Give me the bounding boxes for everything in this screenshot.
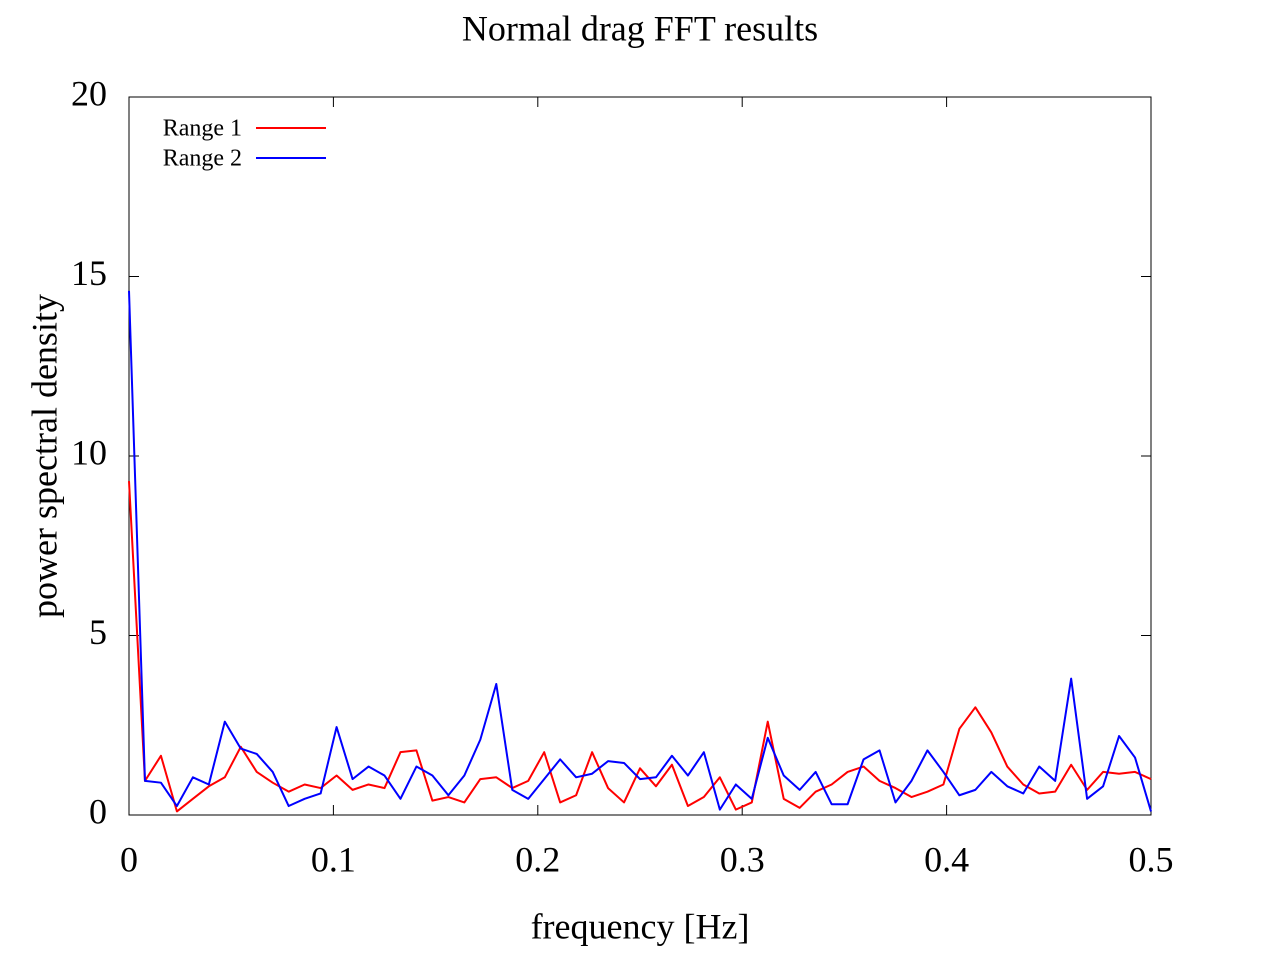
y-tick-label: 0 (89, 791, 107, 831)
y-tick-label: 15 (71, 253, 107, 293)
x-tick-label: 0.2 (515, 839, 560, 879)
x-tick-label: 0.1 (311, 839, 356, 879)
legend-label: Range 2 (163, 146, 242, 172)
legend-label: Range 1 (163, 116, 242, 142)
y-axis-title: power spectral density (24, 294, 64, 618)
y-tick-label: 10 (71, 432, 107, 472)
series-line (128, 290, 1152, 812)
y-tick-label: 5 (89, 612, 107, 652)
x-tick-label: 0 (120, 839, 138, 879)
plot-frame (128, 96, 1152, 816)
y-tick-label: 20 (71, 73, 107, 113)
series-line (128, 481, 1152, 813)
x-tick-label: 0.5 (1129, 839, 1174, 879)
x-axis-title: frequency [Hz] (531, 906, 750, 946)
chart-title: Normal drag FFT results (462, 8, 818, 48)
x-tick-label: 0.3 (720, 839, 765, 879)
x-tick-label: 0.4 (924, 839, 969, 879)
